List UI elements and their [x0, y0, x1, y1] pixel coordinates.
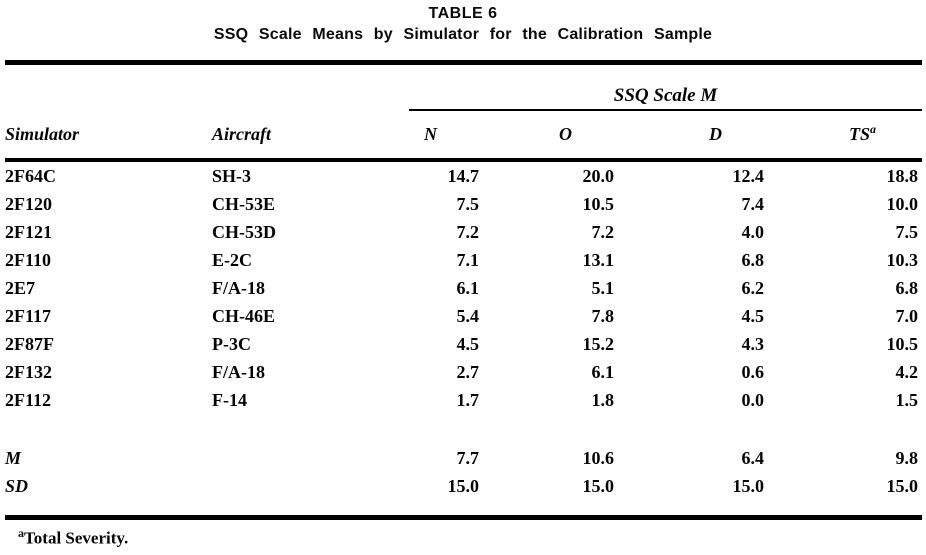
cell-o: 15.2: [582, 334, 615, 354]
cell-n: 6.1: [456, 278, 480, 298]
column-header-o: O: [483, 110, 618, 162]
cell-n: 5.4: [456, 306, 480, 326]
cell-aircraft: E-2C: [212, 250, 252, 270]
column-header-ts-label: TS: [849, 124, 871, 144]
table-row: 2F121 CH-53D 7.2 7.2 4.0 7.5: [5, 218, 922, 246]
cell-n: 7.7: [456, 448, 480, 468]
cell-o: 13.1: [582, 250, 615, 270]
cell-ts: 7.5: [895, 222, 919, 242]
cell-ts: 9.8: [895, 448, 919, 468]
column-header-n: N: [409, 110, 483, 162]
cell-ts: 10.5: [886, 334, 919, 354]
cell-d: 4.0: [741, 222, 765, 242]
ssq-means-table: SSQ Scale M Simulator Aircraft N O D TSa…: [5, 60, 923, 520]
table-row: 2F117 CH-46E 5.4 7.8 4.5 7.0: [5, 302, 922, 330]
table-caption: TABLE 6 SSQ Scale Means by Simulator for…: [0, 3, 926, 46]
cell-n: 2.7: [456, 362, 480, 382]
cell-n: 1.7: [456, 390, 480, 410]
cell-simulator: 2F110: [5, 250, 52, 270]
cell-aircraft: F/A-18: [212, 362, 265, 382]
cell-o: 10.5: [582, 194, 615, 214]
column-header-ts: TSa: [768, 110, 923, 162]
cell-simulator: 2E7: [5, 278, 36, 298]
cell-d: 6.8: [741, 250, 765, 270]
table-row: 2F112 F-14 1.7 1.8 0.0 1.5: [5, 386, 922, 414]
column-header-d: D: [618, 110, 768, 162]
cell-d: 15.0: [732, 476, 765, 496]
cell-aircraft: CH-53D: [212, 222, 276, 242]
table-row: 2F120 CH-53E 7.5 10.5 7.4 10.0: [5, 190, 922, 218]
cell-simulator: 2F64C: [5, 166, 56, 186]
cell-d: 6.2: [741, 278, 765, 298]
table-title: SSQ Scale Means by Simulator for the Cal…: [213, 26, 713, 43]
column-header-simulator: Simulator: [5, 110, 212, 162]
cell-n: 15.0: [447, 476, 480, 496]
cell-n: 7.5: [456, 194, 480, 214]
table-number: TABLE 6: [428, 5, 498, 22]
cell-d: 6.4: [741, 448, 765, 468]
cell-simulator: 2F112: [5, 390, 52, 410]
cell-aircraft: CH-53E: [212, 194, 275, 214]
cell-d: 0.6: [741, 362, 765, 382]
footnote-text: Total Severity.: [24, 528, 129, 548]
table-row: 2F132 F/A-18 2.7 6.1 0.6 4.2: [5, 358, 922, 386]
cell-n: 4.5: [456, 334, 480, 354]
table-row: 2E7 F/A-18 6.1 5.1 6.2 6.8: [5, 274, 922, 302]
cell-o: 5.1: [591, 278, 615, 298]
mean-row: M 7.7 10.6 6.4 9.8: [5, 444, 922, 472]
column-header-aircraft: Aircraft: [212, 110, 409, 162]
spacer-row: [5, 414, 922, 444]
cell-o: 15.0: [582, 476, 615, 496]
table-row: 2F87F P-3C 4.5 15.2 4.3 10.5: [5, 330, 922, 358]
summary-label-m: M: [5, 448, 22, 468]
cell-aircraft: SH-3: [212, 166, 252, 186]
column-header-row: Simulator Aircraft N O D TSa: [5, 110, 923, 162]
span-header-row: SSQ Scale M: [5, 62, 923, 111]
sd-row: SD 15.0 15.0 15.0 15.0: [5, 472, 922, 518]
cell-d: 4.5: [741, 306, 765, 326]
cell-ts: 7.0: [895, 306, 919, 326]
span-header-spacer: [5, 63, 409, 111]
table-footnote: aTotal Severity.: [18, 526, 128, 549]
cell-simulator: 2F121: [5, 222, 52, 242]
cell-d: 12.4: [732, 166, 765, 186]
cell-ts: 1.5: [895, 390, 919, 410]
cell-o: 1.8: [591, 390, 615, 410]
cell-n: 7.1: [456, 250, 480, 270]
cell-d: 4.3: [741, 334, 765, 354]
cell-ts: 15.0: [886, 476, 919, 496]
cell-n: 7.2: [456, 222, 480, 242]
cell-n: 14.7: [447, 166, 480, 186]
cell-simulator: 2F87F: [5, 334, 54, 354]
span-header-label: SSQ Scale M: [409, 62, 923, 111]
cell-simulator: 2F120: [5, 194, 52, 214]
cell-d: 0.0: [741, 390, 765, 410]
cell-o: 10.6: [582, 448, 615, 468]
cell-o: 20.0: [582, 166, 615, 186]
cell-o: 7.8: [591, 306, 615, 326]
cell-aircraft: F-14: [212, 390, 247, 410]
footnote-superscript: a: [18, 526, 24, 540]
cell-aircraft: P-3C: [212, 334, 251, 354]
cell-o: 7.2: [591, 222, 615, 242]
cell-aircraft: CH-46E: [212, 306, 275, 326]
cell-ts: 18.8: [886, 166, 919, 186]
cell-aircraft: F/A-18: [212, 278, 265, 298]
cell-simulator: 2F132: [5, 362, 52, 382]
cell-o: 6.1: [591, 362, 615, 382]
table-row: 2F110 E-2C 7.1 13.1 6.8 10.3: [5, 246, 922, 274]
cell-ts: 6.8: [895, 278, 919, 298]
ts-superscript: a: [870, 122, 877, 136]
table-row: 2F64C SH-3 14.7 20.0 12.4 18.8: [5, 160, 922, 190]
cell-simulator: 2F117: [5, 306, 52, 326]
cell-ts: 10.3: [886, 250, 919, 270]
summary-label-sd: SD: [5, 476, 29, 496]
cell-d: 7.4: [741, 194, 765, 214]
cell-ts: 4.2: [895, 362, 919, 382]
cell-ts: 10.0: [886, 194, 919, 214]
